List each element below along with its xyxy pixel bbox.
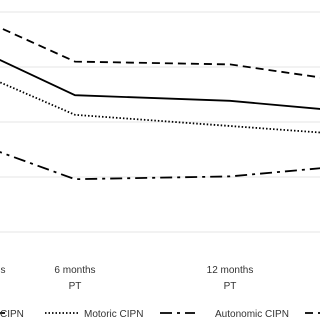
legend-label: CIPN [0, 309, 24, 320]
series-line [0, 81, 320, 134]
series-line [0, 58, 320, 110]
x-tick-label: 6 months PT [54, 265, 95, 292]
legend-label: Motoric CIPN [84, 309, 143, 320]
x-tick-label: s [1, 265, 6, 276]
series-line [0, 151, 320, 181]
x-tick-label: 12 months PT [207, 265, 254, 292]
legend-label: Autonomic CIPN [215, 309, 289, 320]
series-line [0, 26, 320, 79]
